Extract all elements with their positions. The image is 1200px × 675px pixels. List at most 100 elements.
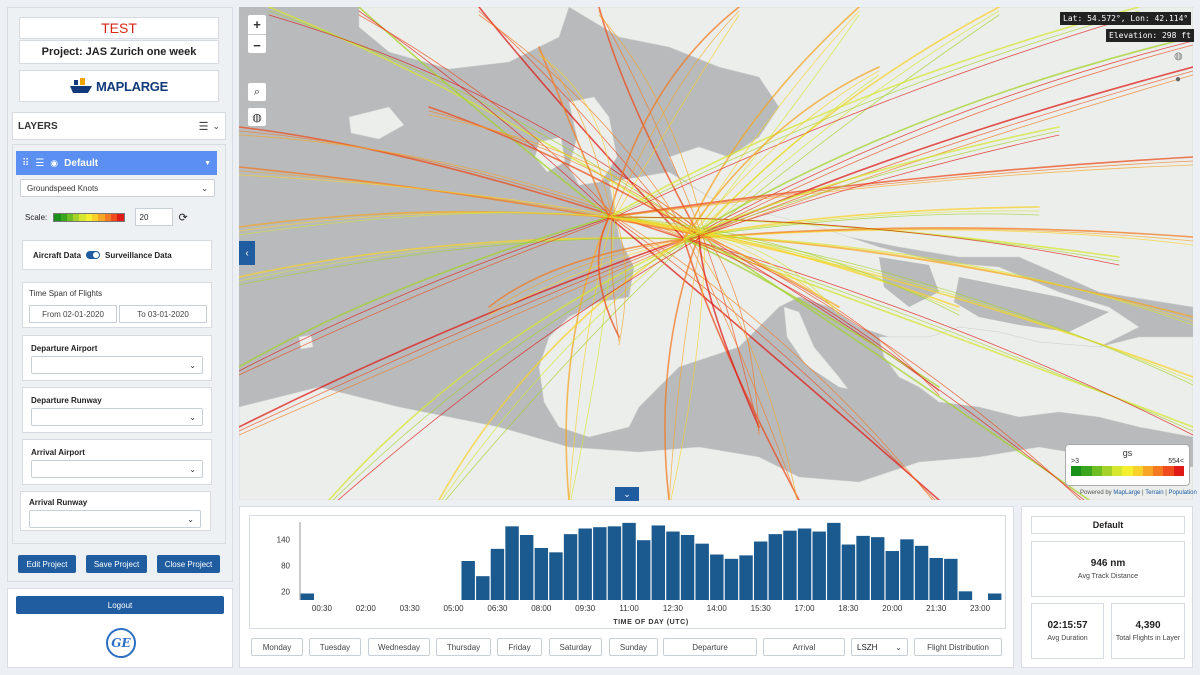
flight-track (689, 238, 1193, 436)
bar-19:30[interactable] (870, 537, 885, 600)
arrival-button[interactable]: Arrival (763, 638, 845, 656)
layers-header: LAYERS ☰ ⌄ (12, 112, 226, 140)
flight-track (332, 234, 703, 500)
bar-20:30[interactable] (900, 539, 914, 600)
bar-07:00[interactable] (505, 526, 519, 600)
hamburger-menu-icon[interactable]: ☰ (198, 120, 209, 133)
collapse-left-panel-button[interactable]: ‹ (239, 241, 255, 265)
terrain-link[interactable]: Terrain (1145, 490, 1164, 496)
logout-button[interactable]: Logout (16, 596, 224, 614)
flight-map[interactable] (239, 7, 1193, 500)
bar-05:30[interactable] (461, 561, 475, 600)
bar-14:30[interactable] (724, 558, 739, 600)
bar-16:30[interactable] (783, 530, 797, 600)
total-flights-value: 4,390 (1135, 620, 1161, 631)
x-tick-label: 15:30 (751, 604, 772, 613)
bar-15:00[interactable] (739, 555, 753, 600)
flight-track (608, 7, 1140, 218)
globe-view-icon[interactable]: ◍ (1174, 51, 1183, 62)
bar-06:00[interactable] (476, 576, 490, 600)
bar-07:30[interactable] (519, 535, 534, 600)
flight-track (239, 216, 613, 372)
edit-project-button[interactable]: Edit Project (18, 555, 76, 573)
day-button-saturday[interactable]: Saturday (549, 638, 602, 656)
day-button-sunday[interactable]: Sunday (609, 638, 658, 656)
stats-layer-name: Default (1031, 516, 1185, 534)
bar-17:00[interactable] (797, 528, 812, 601)
drag-handle-icon[interactable]: ⠿ (22, 157, 30, 169)
maplarge-link[interactable]: MapLarge (1113, 490, 1141, 496)
user-icon[interactable]: ● (1175, 74, 1182, 85)
list-icon[interactable]: ☰ (35, 157, 45, 169)
bar-15:30[interactable] (753, 541, 768, 601)
eye-icon[interactable]: ◉ (50, 157, 59, 168)
flight-track (664, 234, 700, 500)
bar-13:30[interactable] (695, 543, 709, 600)
color-by-select[interactable]: Groundspeed Knots ⌄ (20, 179, 215, 197)
airport-select[interactable]: LSZH ⌄ (851, 638, 908, 656)
population-link[interactable]: Population (1168, 490, 1197, 496)
bar-17:30[interactable] (812, 531, 826, 600)
bar-21:30[interactable] (929, 557, 943, 600)
bar-09:30[interactable] (578, 528, 592, 601)
day-button-thursday[interactable]: Thursday (436, 638, 491, 656)
flight-track (239, 212, 616, 236)
legend-swatch (1163, 466, 1174, 476)
departure-button[interactable]: Departure (663, 638, 757, 656)
bar-21:00[interactable] (914, 545, 929, 600)
departure-airport-select[interactable]: ⌄ (31, 356, 203, 374)
bar-14:00[interactable] (710, 554, 724, 601)
chevron-down-icon[interactable]: ⌄ (212, 120, 220, 131)
bar-22:00[interactable] (944, 558, 958, 600)
day-button-wednesday[interactable]: Wednesday (368, 638, 430, 656)
scale-input[interactable]: 20 (134, 208, 173, 226)
y-tick-label: 20 (281, 587, 290, 596)
refresh-icon[interactable]: ⟳ (178, 211, 188, 224)
bar-08:00[interactable] (534, 548, 549, 600)
bar-23:30[interactable] (987, 593, 1002, 601)
from-date-button[interactable]: From 02-01-2020 (29, 305, 117, 323)
bar-12:30[interactable] (666, 531, 680, 600)
bar-00:00[interactable] (300, 593, 315, 601)
bar-10:30[interactable] (607, 526, 622, 600)
bar-08:30[interactable] (549, 552, 563, 600)
day-button-tuesday[interactable]: Tuesday (309, 638, 361, 656)
bar-09:00[interactable] (563, 534, 578, 600)
flight-track (698, 234, 1090, 500)
bar-20:00[interactable] (885, 551, 900, 600)
globe-icon[interactable]: ◍ (247, 107, 267, 127)
flight-track (683, 7, 860, 240)
bar-18:30[interactable] (841, 544, 856, 600)
bar-22:30[interactable] (958, 591, 973, 600)
bar-11:30[interactable] (636, 540, 651, 600)
flight-distribution-button[interactable]: Flight Distribution (914, 638, 1002, 656)
departure-runway-select[interactable]: ⌄ (31, 408, 203, 426)
bar-18:00[interactable] (827, 522, 841, 600)
flight-track (608, 216, 960, 308)
bar-11:00[interactable] (622, 522, 636, 600)
save-project-button[interactable]: Save Project (86, 555, 147, 573)
bar-10:00[interactable] (593, 527, 607, 600)
scale-swatch (79, 213, 86, 221)
close-project-button[interactable]: Close Project (157, 555, 220, 573)
bar-12:00[interactable] (651, 525, 666, 600)
day-button-monday[interactable]: Monday (251, 638, 303, 656)
bar-06:30[interactable] (490, 548, 505, 600)
zoom-out-button[interactable]: − (253, 37, 261, 53)
flight-track (239, 216, 616, 376)
bar-13:00[interactable] (680, 535, 695, 600)
arrival-airport-select[interactable]: ⌄ (31, 460, 203, 478)
layer-default[interactable]: ⠿ ☰ ◉ Default ▼ (16, 151, 217, 175)
flight-track (438, 238, 685, 500)
x-tick-label: 14:00 (707, 604, 728, 613)
bar-16:00[interactable] (768, 534, 783, 600)
bar-19:00[interactable] (856, 535, 870, 600)
day-button-friday[interactable]: Friday (497, 638, 542, 656)
arrival-runway-select[interactable]: ⌄ (29, 510, 201, 528)
zoom-in-button[interactable]: + (248, 15, 266, 35)
collapse-bottom-panel-button[interactable]: ⌄ (615, 487, 639, 501)
to-date-button[interactable]: To 03-01-2020 (119, 305, 207, 323)
data-source-switch[interactable] (86, 251, 101, 259)
caret-down-icon[interactable]: ▼ (204, 159, 211, 167)
zoom-to-extent-icon[interactable]: ⌕ (247, 82, 267, 102)
